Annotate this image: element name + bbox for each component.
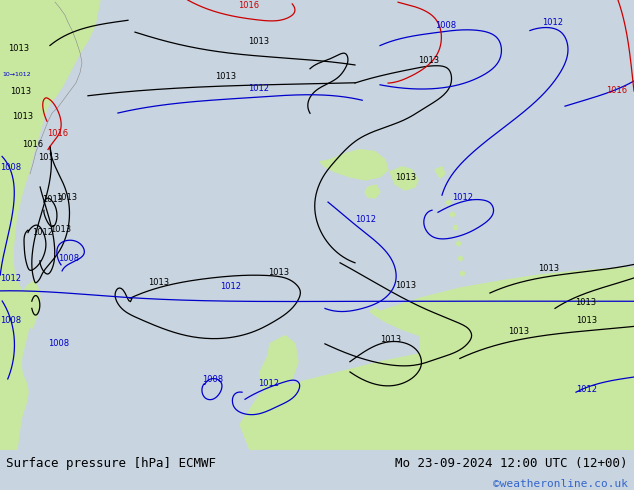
Text: 1013: 1013 xyxy=(268,268,289,277)
Text: 1013: 1013 xyxy=(576,317,597,325)
Text: 1013: 1013 xyxy=(148,278,169,287)
Text: 10→1012: 10→1012 xyxy=(2,72,30,77)
Text: 1016: 1016 xyxy=(22,140,43,148)
Text: 1013: 1013 xyxy=(380,335,401,343)
Polygon shape xyxy=(390,167,418,190)
Polygon shape xyxy=(0,0,100,101)
Text: 1013: 1013 xyxy=(538,264,559,273)
Text: 1008: 1008 xyxy=(0,317,21,325)
Text: 1013: 1013 xyxy=(12,112,33,122)
Text: 1012: 1012 xyxy=(355,216,376,224)
Text: 1008: 1008 xyxy=(58,254,79,263)
Polygon shape xyxy=(0,0,85,450)
Text: 1013: 1013 xyxy=(42,195,63,204)
Text: 1013: 1013 xyxy=(395,281,416,290)
Polygon shape xyxy=(365,185,380,198)
Text: 1013: 1013 xyxy=(50,225,71,235)
Text: 1016: 1016 xyxy=(47,129,68,139)
Text: 1008: 1008 xyxy=(48,339,69,348)
Text: 1016: 1016 xyxy=(238,1,259,10)
Text: 1013: 1013 xyxy=(215,72,236,81)
Text: 1013: 1013 xyxy=(418,56,439,65)
Text: 1012: 1012 xyxy=(0,274,21,283)
Text: 1012: 1012 xyxy=(220,282,241,291)
Text: Surface pressure [hPa] ECMWF: Surface pressure [hPa] ECMWF xyxy=(6,457,216,470)
Text: 1008: 1008 xyxy=(202,375,223,384)
Polygon shape xyxy=(320,149,388,180)
Polygon shape xyxy=(22,281,40,328)
Polygon shape xyxy=(420,308,634,450)
Polygon shape xyxy=(435,167,445,178)
Text: Mo 23-09-2024 12:00 UTC (12+00): Mo 23-09-2024 12:00 UTC (12+00) xyxy=(395,457,628,470)
Text: 1013: 1013 xyxy=(8,44,29,52)
Text: 1012: 1012 xyxy=(258,379,279,388)
Text: 1013: 1013 xyxy=(38,153,59,162)
Text: 1012: 1012 xyxy=(452,193,473,202)
Polygon shape xyxy=(240,323,634,450)
Text: 1008: 1008 xyxy=(0,163,21,172)
Text: 1016: 1016 xyxy=(606,86,627,95)
Text: ©weatheronline.co.uk: ©weatheronline.co.uk xyxy=(493,479,628,489)
Text: 1012: 1012 xyxy=(542,18,563,27)
Text: 1012: 1012 xyxy=(32,227,53,237)
Text: 1013: 1013 xyxy=(10,87,31,96)
Text: 1013: 1013 xyxy=(248,37,269,47)
Polygon shape xyxy=(370,268,634,352)
Text: 1013: 1013 xyxy=(508,326,529,336)
Text: 1013: 1013 xyxy=(395,173,416,182)
Text: 1012: 1012 xyxy=(576,385,597,394)
Polygon shape xyxy=(260,336,298,399)
Text: 1013: 1013 xyxy=(575,298,596,307)
Text: 1012: 1012 xyxy=(248,84,269,93)
Polygon shape xyxy=(0,52,21,301)
Text: 1013: 1013 xyxy=(56,193,77,202)
Text: 1008: 1008 xyxy=(435,21,456,30)
